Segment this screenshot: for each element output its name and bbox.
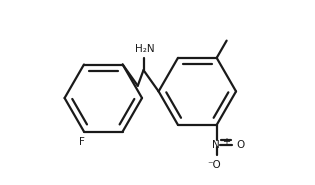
Text: O: O (237, 140, 245, 150)
Text: N: N (212, 140, 220, 150)
Text: H₂N: H₂N (135, 43, 154, 53)
Text: +: + (221, 137, 230, 147)
Text: F: F (79, 137, 85, 147)
Text: ⁻O: ⁻O (208, 160, 221, 170)
